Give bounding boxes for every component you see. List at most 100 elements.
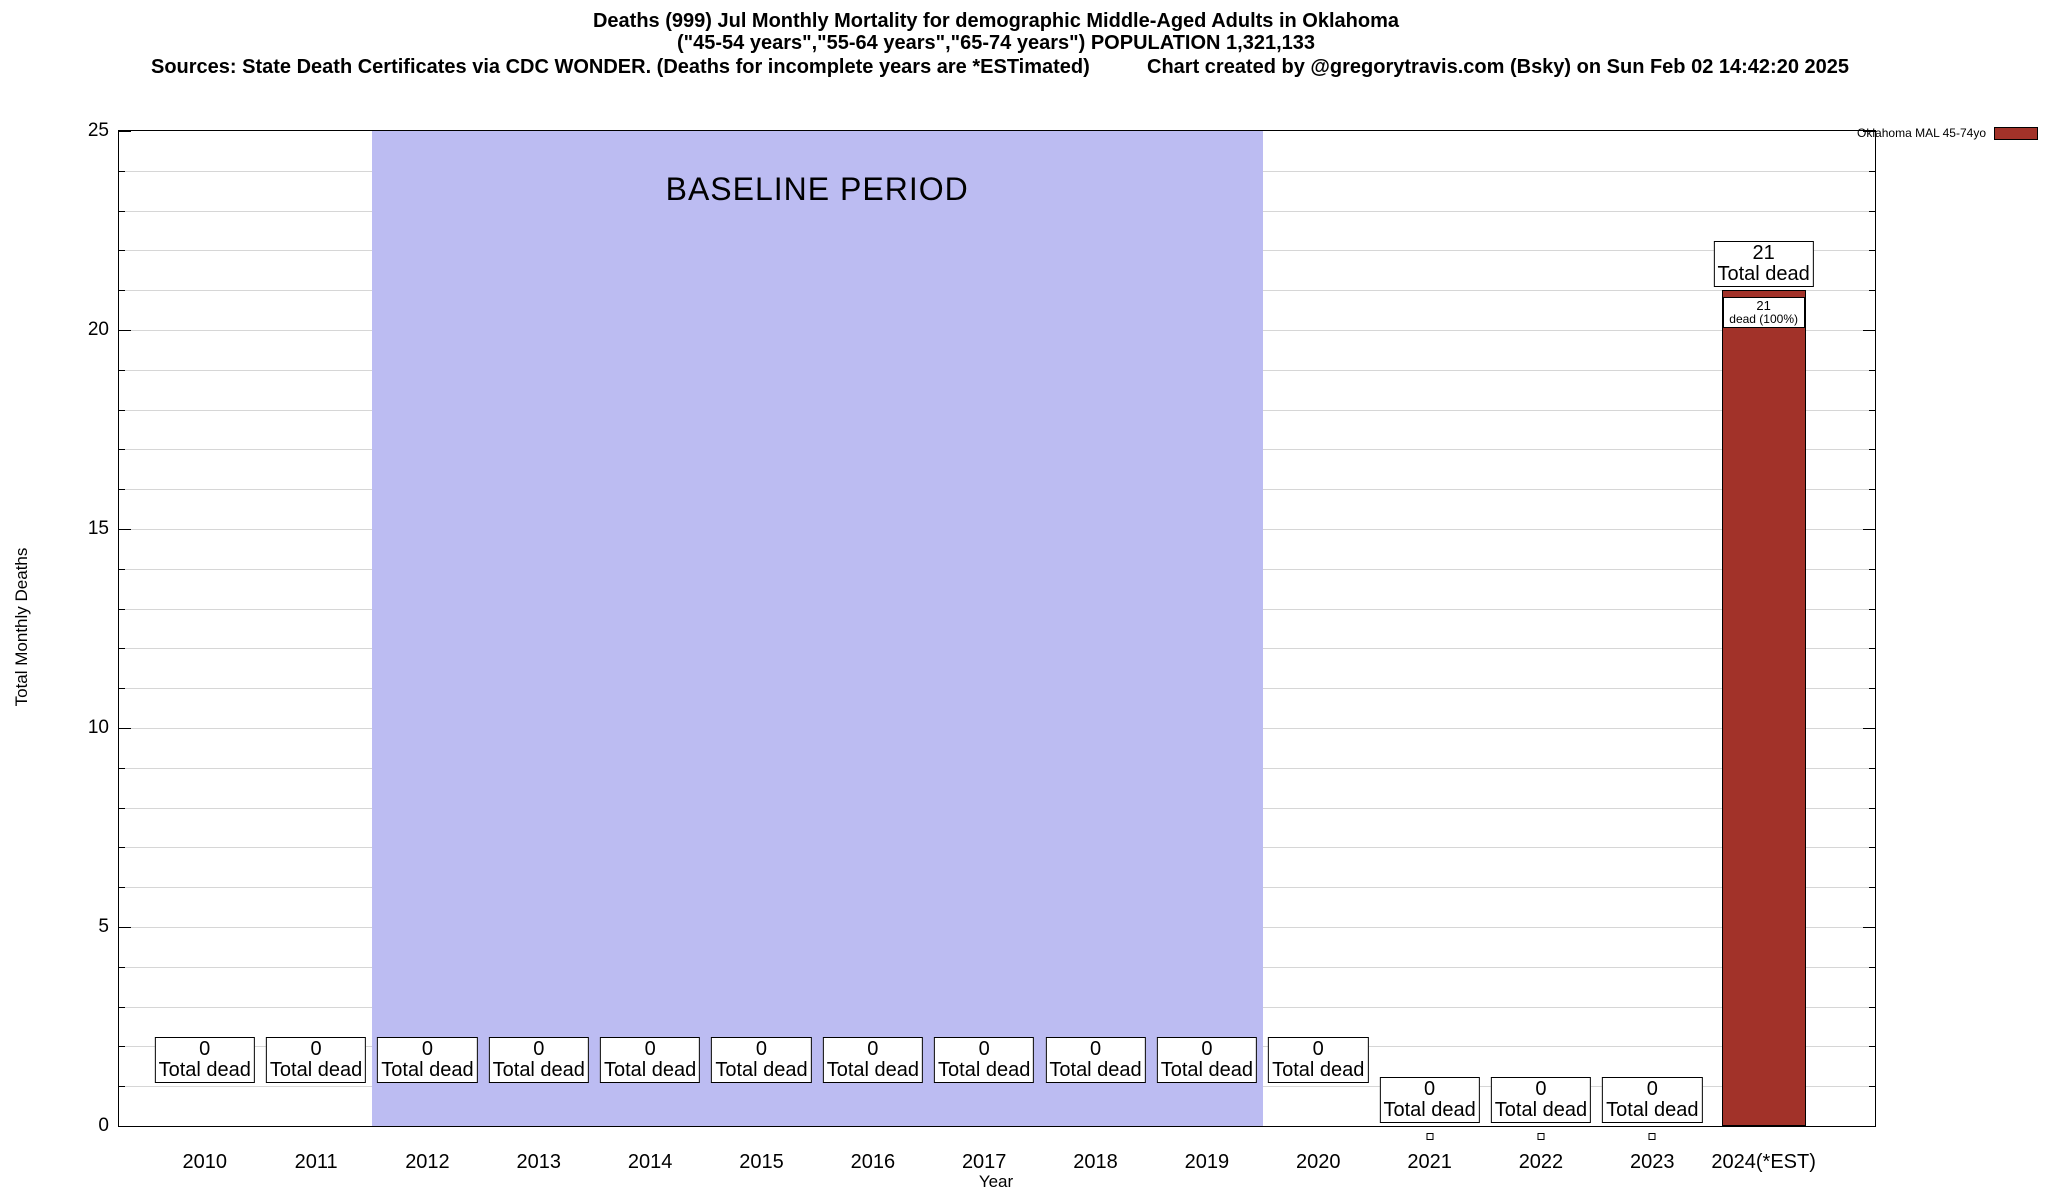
value-box-line: Total dead [158, 1059, 251, 1082]
y-tick-mark [119, 131, 131, 132]
legend-swatch [1994, 126, 2038, 140]
y-tick-mark [1863, 529, 1875, 530]
y-tick-mark [1863, 330, 1875, 331]
legend-label: Oklahoma MAL 45-74yo [1857, 126, 1986, 140]
plot-area: BASELINE PERIOD 0 5 10 15 20 25 0 Total dead 2010… [88, 120, 1876, 1173]
y-tick-mark [1869, 210, 1875, 212]
value-box-line: Total dead [1049, 1059, 1142, 1082]
credit-note: Chart created by @gregorytravis.com (Bsk… [1147, 56, 1849, 78]
value-box-line: Total dead [1717, 263, 1810, 286]
y-tick-mark [1869, 887, 1875, 889]
value-box: 0 Total dead [488, 1037, 589, 1084]
y-tick-mark [1869, 1086, 1875, 1088]
value-box-line: Total dead [826, 1059, 919, 1082]
y-tick-mark [119, 767, 125, 769]
bar-2024(*EST) [1721, 290, 1806, 1126]
baseline-band-label: BASELINE PERIOD [665, 171, 969, 207]
value-box-line: 0 [1312, 1038, 1324, 1061]
y-tick-mark [1863, 131, 1875, 132]
y-tick-mark [1869, 1006, 1875, 1008]
value-box-line: Total dead [381, 1059, 474, 1082]
y-tick-mark [1869, 290, 1875, 292]
value-box: 0 Total dead [1156, 1037, 1258, 1084]
x-tick-label: 2010 [182, 1151, 227, 1173]
y-tick-mark [1869, 648, 1875, 650]
value-box-line: Total dead [269, 1059, 363, 1082]
y-tick-mark [119, 1006, 125, 1008]
y-tick-mark [1869, 767, 1875, 769]
y-tick-mark [119, 1046, 125, 1048]
x-tick-label: 2014 [627, 1151, 673, 1173]
y-tick-mark [1869, 1046, 1875, 1048]
y-tick-label: 25 [87, 120, 109, 141]
bar-inner-label: 21 dead (100%) [1722, 297, 1805, 329]
y-tick-mark [119, 648, 125, 650]
x-tick-label: 2020 [1295, 1151, 1341, 1173]
bar-inner-label-line: dead (100%) [1729, 312, 1798, 327]
y-tick-mark [119, 568, 125, 570]
value-box-line: 0 [533, 1038, 545, 1061]
x-tick-label: 2024(*EST) [1711, 1151, 1816, 1173]
value-box: 0 Total dead [1268, 1037, 1369, 1084]
baseline-band [371, 131, 1263, 1126]
chart-notes-row: Sources: State Death Certificates via CD… [118, 56, 1874, 80]
y-tick-mark [119, 290, 125, 292]
value-box: 0 Total dead [377, 1037, 478, 1084]
y-tick-mark [1869, 489, 1875, 491]
y-tick-mark [119, 728, 131, 729]
zero-value-marker [1648, 1133, 1656, 1140]
y-tick-mark [1863, 1126, 1875, 1127]
zero-value-marker [1426, 1133, 1434, 1140]
value-box: 0 Total dead [711, 1037, 812, 1084]
y-tick-mark [1863, 927, 1875, 928]
value-box: 0 Total dead [934, 1037, 1035, 1084]
y-tick-mark [1863, 728, 1875, 729]
y-tick-mark [119, 688, 125, 690]
x-axis-title: Year [978, 1172, 1014, 1191]
y-tick-label: 5 [98, 916, 109, 937]
y-tick-mark [119, 409, 125, 411]
value-box-line: 0 [310, 1038, 322, 1061]
y-tick-mark [119, 1126, 131, 1127]
x-tick-label: 2011 [294, 1151, 338, 1173]
y-tick-mark [119, 887, 125, 889]
value-box-line: 0 [1089, 1038, 1102, 1061]
y-tick-mark [1869, 568, 1875, 570]
value-box-line: 0 [421, 1038, 433, 1061]
y-tick-mark [1869, 807, 1875, 809]
value-box-line: Total dead [938, 1059, 1031, 1082]
value-box-line: 0 [1424, 1078, 1436, 1101]
value-box-line: 0 [644, 1038, 656, 1061]
y-tick-mark [119, 608, 125, 610]
x-tick-label: 2012 [405, 1151, 450, 1173]
value-box-line: 0 [1201, 1038, 1213, 1061]
x-tick-label: 2018 [1073, 1151, 1118, 1173]
value-box: 0 Total dead [265, 1037, 367, 1084]
y-tick-mark [1869, 409, 1875, 411]
y-tick-mark [119, 250, 125, 252]
value-box-line: Total dead [715, 1059, 808, 1082]
x-tick-label: 2023 [1630, 1151, 1675, 1173]
y-tick-label: 10 [87, 717, 109, 738]
y-tick-label: 20 [87, 319, 109, 340]
x-tick-label: 2016 [850, 1151, 896, 1173]
y-tick-mark [1869, 170, 1875, 172]
x-tick-label: 2013 [516, 1151, 562, 1173]
y-tick-mark [1869, 847, 1875, 849]
y-tick-label: 0 [98, 1115, 109, 1136]
y-tick-mark [1869, 608, 1875, 610]
value-box-line: 0 [867, 1038, 879, 1061]
y-tick-mark [119, 170, 125, 172]
value-box-line: 21 [1752, 242, 1775, 265]
value-box: 21 Total dead [1713, 241, 1814, 288]
legend: Oklahoma MAL 45-74yo [1857, 126, 2038, 140]
y-tick-mark [119, 449, 125, 451]
y-tick-mark [119, 966, 125, 968]
value-box-line: Total dead [1160, 1059, 1254, 1082]
y-tick-mark [1869, 250, 1875, 252]
value-box-line: 0 [755, 1038, 768, 1061]
y-tick-mark [119, 369, 125, 371]
y-tick-mark [119, 529, 131, 530]
y-tick-mark [1869, 688, 1875, 690]
y-tick-mark [119, 330, 131, 331]
